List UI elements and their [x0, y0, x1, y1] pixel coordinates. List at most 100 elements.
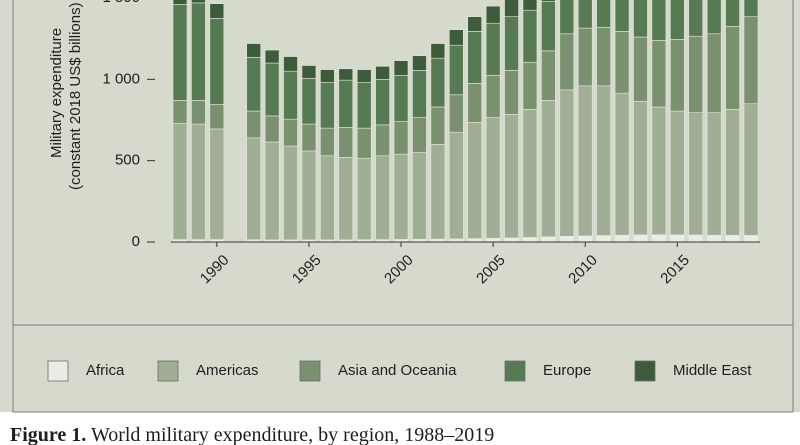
bar-segment [191, 123, 206, 240]
bar-segment [172, 0, 188, 5]
bar-segment [191, 0, 206, 4]
bar-segment [246, 110, 261, 139]
bar-segment [670, 234, 685, 243]
bar-segment [743, 0, 759, 18]
bar-segment [209, 18, 225, 105]
bar-segment [559, 89, 575, 237]
bar-segment [651, 0, 667, 41]
y-tick-label: 1 000 [102, 70, 140, 87]
bar-segment [264, 141, 280, 241]
bar-segment [448, 131, 464, 240]
bar-segment [393, 60, 409, 76]
y-tick-label: 1 500 [102, 0, 140, 6]
bar-segment [209, 3, 225, 19]
bar-segment [725, 0, 740, 27]
bar-segment [320, 127, 335, 157]
bar-segment [522, 237, 538, 243]
bar-segment [559, 0, 575, 35]
bar-segment [522, 109, 538, 238]
bar-segment [522, 9, 538, 63]
bar-segment [614, 92, 630, 236]
bar-segment [633, 234, 648, 243]
bar-segment [688, 35, 704, 113]
bar-segment [264, 49, 280, 64]
bar-segment [614, 234, 630, 243]
bar-segment [577, 0, 593, 29]
bar-segment [264, 115, 280, 143]
bar-segment [577, 85, 593, 237]
legend-label: Americas [196, 362, 259, 379]
bar-segment [467, 238, 483, 243]
bar-segment [485, 117, 501, 239]
legend-swatch [157, 360, 179, 382]
bar-segment [338, 79, 354, 128]
legend-swatch [634, 360, 656, 382]
bar-segment [706, 33, 722, 113]
bar-segment [670, 39, 685, 112]
bar-segment [412, 70, 427, 118]
caption-text: World military expenditure, by region, 1… [91, 424, 494, 445]
bar-segment [209, 128, 225, 240]
bar-segment [596, 85, 611, 236]
bar-segment [375, 79, 390, 126]
bar-segment [356, 82, 372, 129]
bar-segment [743, 16, 759, 105]
bar-segment [283, 70, 298, 120]
caption: Figure 1. World military expenditure, by… [10, 424, 494, 445]
bar-segment [688, 112, 704, 236]
bar-segment [596, 26, 611, 87]
bar-segment [375, 124, 390, 157]
bar-segment [467, 122, 483, 239]
bar-segment [633, 36, 648, 102]
bar-segment [596, 235, 611, 243]
bar-segment [485, 5, 501, 24]
bar-segment [448, 44, 464, 96]
bar-segment [356, 157, 372, 241]
bar-segment [246, 137, 261, 241]
y-tick-label: 500 [115, 152, 140, 169]
bar-segment [430, 144, 446, 240]
bar-segment [338, 157, 354, 241]
bar-segment [246, 43, 261, 58]
bar-segment [172, 122, 188, 240]
bar-segment [541, 0, 556, 52]
bar-segment [485, 74, 501, 118]
bar-segment [283, 56, 298, 72]
bar-segment [743, 235, 759, 243]
bar-segment [522, 61, 538, 110]
bar-segment [320, 155, 335, 241]
bar-segment [393, 153, 409, 240]
bar-segment [577, 235, 593, 243]
bar-segment [412, 55, 427, 71]
bar-segment [191, 100, 206, 125]
legend-label: Middle East [673, 362, 752, 379]
bar-segment [301, 65, 317, 79]
bar-segment [448, 94, 464, 133]
y-axis-label: (constant 2018 US$ billions) [67, 2, 84, 190]
bar-segment [430, 106, 446, 145]
bar-segment [670, 0, 685, 40]
bar-segment [375, 155, 390, 240]
bar-segment [172, 4, 188, 101]
bar-segment [688, 0, 704, 37]
bar-segment [338, 127, 354, 158]
bar-segment [651, 39, 667, 108]
bar-segment [209, 104, 225, 130]
bar-segment [485, 237, 501, 243]
legend-swatch [299, 360, 321, 382]
legend-label: Asia and Oceania [338, 362, 457, 379]
y-tick-label: 0 [132, 233, 140, 250]
bar-segment [320, 82, 335, 129]
bar-segment [559, 33, 575, 91]
bar-segment [356, 127, 372, 159]
bar-segment [467, 83, 483, 123]
bar-segment [725, 26, 740, 110]
bar-segment [706, 0, 722, 35]
bar-segment [541, 236, 556, 243]
bar-segment [614, 0, 630, 32]
bar-segment [393, 121, 409, 155]
bar-segment [430, 57, 446, 108]
bar-segment [706, 234, 722, 243]
bar-segment [412, 117, 427, 153]
